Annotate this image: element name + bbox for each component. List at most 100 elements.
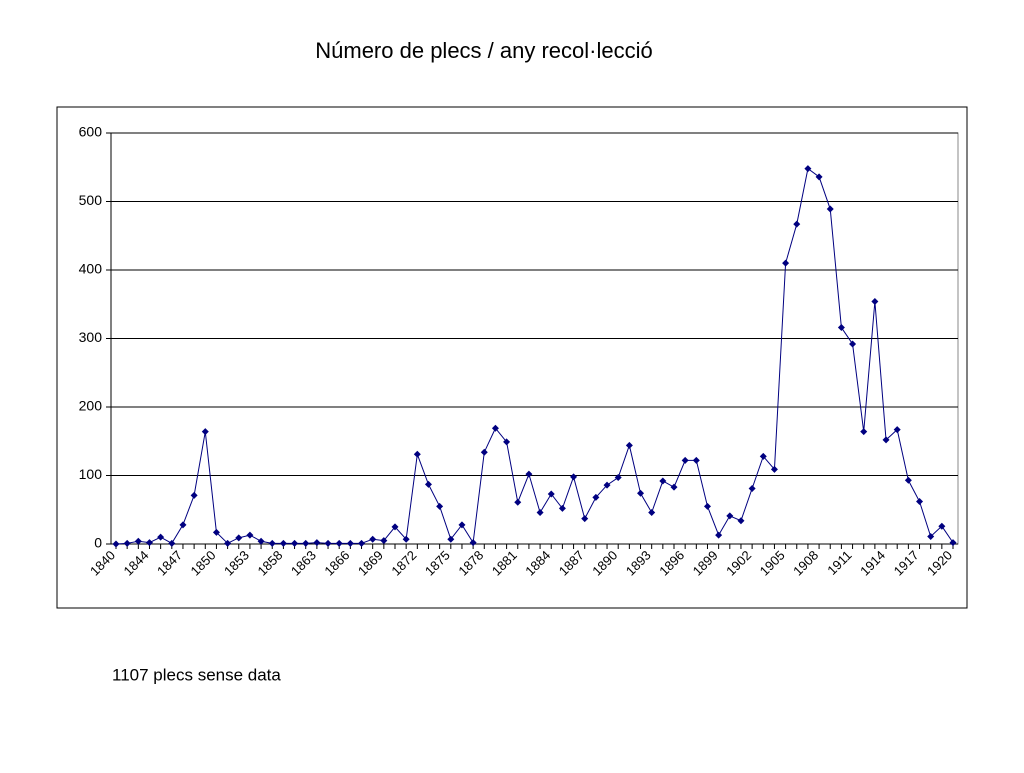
data-point	[491, 424, 499, 432]
data-point	[157, 533, 165, 541]
data-point	[145, 539, 153, 547]
data-point	[335, 539, 343, 547]
annotation: 1107 plecs sense data	[112, 665, 281, 684]
data-point	[748, 485, 756, 493]
data-point	[938, 522, 946, 530]
data-point	[469, 539, 477, 547]
data-point	[927, 532, 935, 540]
data-point	[447, 535, 455, 543]
x-tick-label: 1902	[723, 548, 754, 579]
data-point	[212, 528, 220, 536]
data-point	[324, 539, 332, 547]
data-point	[246, 531, 254, 539]
x-tick-label: 1858	[254, 548, 285, 579]
data-point	[134, 537, 142, 545]
data-point	[514, 498, 522, 506]
data-point	[424, 480, 432, 488]
data-point	[558, 504, 566, 512]
data-point	[480, 448, 488, 456]
x-tick-label: 1887	[556, 548, 587, 579]
data-point	[826, 205, 834, 213]
x-tick-label: 1899	[690, 548, 721, 579]
x-tick-label: 1875	[422, 548, 453, 579]
x-tick-label: 1881	[489, 548, 520, 579]
data-point	[770, 465, 778, 473]
data-point	[391, 523, 399, 531]
data-point	[369, 535, 377, 543]
data-point	[257, 537, 265, 545]
data-point	[279, 539, 287, 547]
data-point	[581, 515, 589, 523]
data-point	[268, 539, 276, 547]
data-point	[112, 540, 120, 548]
data-point	[402, 535, 410, 543]
x-tick-label: 1893	[623, 548, 654, 579]
series-line	[115, 167, 954, 545]
data-point	[603, 481, 611, 489]
data-point	[759, 452, 767, 460]
x-tick-label: 1908	[790, 548, 821, 579]
x-tick-label: 1869	[355, 548, 386, 579]
data-point	[592, 493, 600, 501]
data-point	[659, 477, 667, 485]
data-point	[782, 259, 790, 267]
data-point	[804, 165, 812, 173]
data-point	[547, 490, 555, 498]
data-point	[503, 438, 511, 446]
y-tick-label: 0	[94, 535, 102, 551]
x-tick-label: 1878	[455, 548, 486, 579]
data-point	[949, 539, 957, 547]
data-point	[715, 531, 723, 539]
x-tick-label: 1853	[221, 548, 252, 579]
data-point	[235, 534, 243, 542]
x-tick-label: 1914	[857, 548, 888, 579]
data-point	[703, 502, 711, 510]
data-point	[358, 539, 366, 547]
data-point	[726, 512, 734, 520]
x-tick-label: 1884	[522, 548, 553, 579]
data-point	[849, 340, 857, 348]
data-point	[413, 450, 421, 458]
y-tick-label: 100	[79, 466, 103, 482]
x-tick-label: 1911	[824, 548, 854, 578]
x-tick-label: 1840	[87, 548, 118, 579]
y-tick-label: 200	[79, 398, 103, 414]
data-point	[904, 476, 912, 484]
y-tick-label: 600	[79, 124, 103, 140]
x-tick-label: 1866	[321, 548, 352, 579]
data-point	[692, 456, 700, 464]
x-tick-label: 1847	[154, 548, 185, 579]
data-point	[793, 220, 801, 228]
data-point	[837, 324, 845, 332]
data-point	[860, 428, 868, 436]
x-tick-label: 1863	[288, 548, 319, 579]
chart-title: Número de plecs / any recol·lecció	[315, 38, 652, 63]
data-point	[436, 502, 444, 510]
data-point	[201, 428, 209, 436]
data-point	[291, 539, 299, 547]
data-point	[871, 298, 879, 306]
y-tick-label: 400	[79, 261, 103, 277]
data-point	[313, 539, 321, 547]
data-point	[525, 470, 533, 478]
data-point	[614, 474, 622, 482]
x-tick-label: 1890	[589, 548, 620, 579]
data-point	[346, 539, 354, 547]
data-point	[637, 489, 645, 497]
data-point	[458, 521, 466, 529]
data-point	[123, 539, 131, 547]
data-point	[648, 508, 656, 516]
data-point	[893, 426, 901, 434]
data-point	[570, 473, 578, 481]
y-tick-label: 300	[79, 329, 103, 345]
data-point	[681, 456, 689, 464]
data-point	[670, 483, 678, 491]
data-point	[625, 441, 633, 449]
data-point	[302, 539, 310, 547]
x-tick-label: 1920	[924, 548, 955, 579]
data-point	[916, 498, 924, 506]
x-tick-label: 1917	[891, 548, 922, 579]
data-point	[737, 517, 745, 525]
x-tick-label: 1905	[757, 548, 788, 579]
